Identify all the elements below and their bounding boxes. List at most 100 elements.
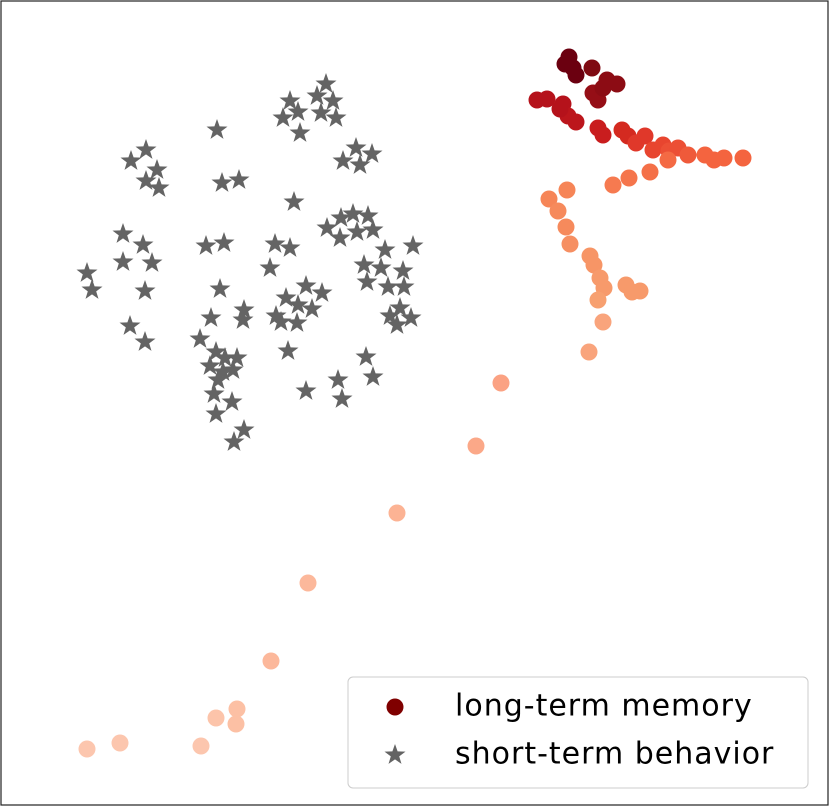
circle-point	[558, 181, 576, 199]
star-point	[322, 90, 344, 110]
star-point	[353, 254, 375, 274]
star-point	[223, 431, 245, 451]
star-point	[362, 366, 384, 386]
star-point	[112, 223, 134, 243]
star-point	[355, 346, 377, 366]
star-point	[120, 150, 142, 170]
star-point	[286, 312, 308, 332]
star-point	[342, 203, 364, 223]
star-point	[189, 328, 211, 348]
star-point	[301, 298, 323, 318]
circle-point	[551, 100, 569, 118]
star-point	[233, 299, 255, 319]
star-point	[277, 340, 299, 360]
star-point	[349, 154, 371, 174]
circle-point	[467, 437, 485, 455]
star-point	[310, 102, 332, 122]
circle-point	[604, 176, 622, 194]
star-point	[112, 251, 134, 271]
circle-point	[557, 218, 575, 236]
circle-point	[538, 90, 556, 108]
circle-point	[734, 149, 752, 167]
star-point	[316, 217, 338, 237]
star-point	[275, 287, 297, 307]
legend-marker	[386, 698, 404, 716]
star-point	[221, 391, 243, 411]
star-point	[132, 234, 154, 254]
star-point	[283, 191, 305, 211]
star-point	[205, 341, 227, 361]
star-point	[345, 137, 367, 157]
star-point	[259, 257, 281, 277]
circle-point	[641, 163, 659, 181]
circle-point	[262, 652, 280, 670]
star-point	[264, 233, 286, 253]
circle-point	[567, 113, 585, 131]
star-point	[374, 239, 396, 259]
star-point	[206, 119, 228, 139]
circle-point	[715, 149, 733, 167]
star-point	[295, 275, 317, 295]
circle-point	[492, 374, 510, 392]
star-point	[357, 205, 379, 225]
circle-point	[388, 504, 406, 522]
star-point	[148, 177, 170, 197]
star-point	[311, 282, 333, 302]
circle-point	[228, 700, 246, 718]
star-point	[195, 235, 217, 255]
star-point	[287, 294, 309, 314]
circle-point	[659, 151, 677, 169]
star-point	[213, 232, 235, 252]
circle-point	[636, 127, 654, 145]
circle-point	[623, 283, 641, 301]
circle-point	[608, 75, 626, 93]
circle-point	[540, 190, 558, 208]
circle-point	[567, 66, 585, 84]
legend-marker	[384, 744, 406, 764]
star-point	[370, 257, 392, 277]
circle-point	[594, 126, 612, 144]
star-point	[119, 315, 141, 335]
star-point	[226, 347, 248, 367]
circle-point	[679, 146, 697, 164]
star-point	[270, 311, 292, 331]
circle-point	[594, 79, 612, 97]
legend-box	[347, 676, 809, 789]
star-point	[146, 159, 168, 179]
star-point	[279, 90, 301, 110]
circle-point	[589, 291, 607, 309]
star-point	[330, 207, 352, 227]
star-point	[135, 139, 157, 159]
circle-point	[78, 740, 96, 758]
star-point	[295, 380, 317, 400]
star-point	[81, 279, 103, 299]
star-point	[214, 347, 236, 367]
circle-point	[583, 59, 601, 77]
circle-point	[207, 709, 225, 727]
circle-point	[620, 169, 638, 187]
star-point	[346, 221, 368, 241]
star-point	[306, 85, 328, 105]
star-point	[287, 101, 309, 121]
star-point	[289, 122, 311, 142]
star-point	[362, 219, 384, 239]
star-point	[203, 383, 225, 403]
star-point	[315, 73, 337, 93]
legend-label: short-term behavior	[455, 737, 774, 772]
star-point	[272, 107, 294, 127]
star-point	[134, 280, 156, 300]
star-point	[389, 297, 411, 317]
circle-point	[580, 343, 598, 361]
circle-point	[299, 574, 317, 592]
star-point	[135, 170, 157, 190]
star-point	[200, 307, 222, 327]
star-point	[222, 359, 244, 379]
star-point	[279, 237, 301, 257]
star-point	[207, 369, 229, 389]
star-point	[400, 307, 422, 327]
circle-point	[111, 734, 129, 752]
star-point	[325, 107, 347, 127]
star-point	[212, 361, 234, 381]
